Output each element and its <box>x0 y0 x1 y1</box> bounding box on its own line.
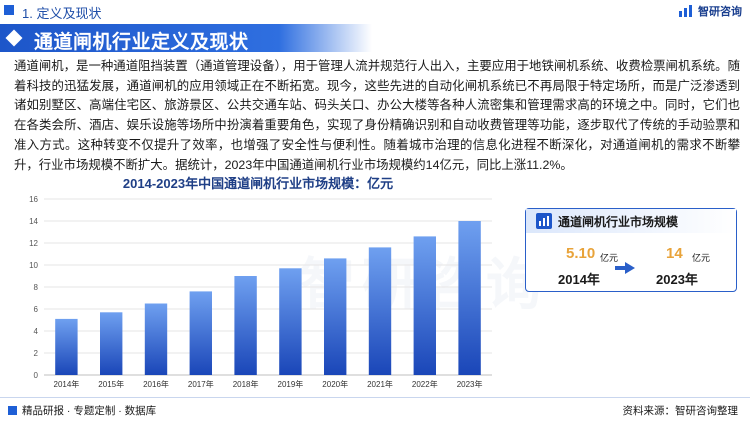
bar <box>100 312 123 375</box>
logo-bars-icon <box>679 5 695 17</box>
end-value: 14 <box>666 245 683 262</box>
bar <box>324 258 347 375</box>
y-tick-label: 12 <box>29 239 38 248</box>
summary-card-header: 通道闸机行业市场规模 <box>526 209 736 233</box>
bar <box>189 291 212 375</box>
start-year: 2014年 <box>558 272 600 287</box>
y-tick-label: 14 <box>29 217 38 226</box>
y-tick-label: 6 <box>34 305 39 314</box>
section-label: 1. 定义及现状 <box>22 6 102 21</box>
bar <box>458 221 481 375</box>
y-tick-label: 0 <box>34 371 39 380</box>
footer-tagline: 精品研报 · 专题定制 · 数据库 <box>22 405 157 417</box>
end-year: 2023年 <box>656 272 698 287</box>
x-tick-label: 2018年 <box>233 379 259 389</box>
x-tick-label: 2015年 <box>98 379 124 389</box>
market-size-chart: 2014-2023年中国通道闸机行业市场规模：亿元 0 2 4 6 8 10 12 14 16 2… <box>14 171 502 397</box>
bar <box>279 268 302 375</box>
chart-title: 2014-2023年中国通道闸机行业市场规模：亿元 <box>122 176 394 191</box>
y-tick-label: 4 <box>34 327 39 336</box>
summary-card-title: 通道闸机行业市场规模 <box>558 215 679 229</box>
start-value: 5.10 <box>566 245 596 262</box>
page-title: 通道闸机行业定义及现状 <box>34 32 249 53</box>
top-bar: 1. 定义及现状 智研咨询 <box>0 0 750 22</box>
page-title-banner: 通道闸机行业定义及现状 <box>0 24 372 53</box>
source-note: 资料来源：智研咨询整理 <box>622 405 739 417</box>
y-tick-label: 10 <box>29 261 38 270</box>
bar-chart-icon <box>536 213 552 229</box>
y-tick-label: 2 <box>34 349 39 358</box>
section-marker-icon <box>4 5 14 15</box>
bar <box>144 303 168 375</box>
diamond-icon <box>5 29 23 47</box>
bar <box>413 236 436 375</box>
intro-paragraph: 通道闸机，是一种通道阻挡装置（通道管理设备），用于管理人流并规范行人出入，主要应… <box>14 59 740 172</box>
footer-marker-icon <box>8 406 17 415</box>
market-size-summary-card: 通道闸机行业市场规模 5.10 亿元 2014年 14 亿元 2023年 <box>525 208 737 292</box>
brand-logo: 智研咨询 <box>679 3 742 19</box>
end-unit: 亿元 <box>692 253 711 263</box>
x-tick-label: 2021年 <box>367 379 393 389</box>
start-unit: 亿元 <box>600 253 619 263</box>
x-tick-label: 2019年 <box>278 379 304 389</box>
y-tick-label: 16 <box>29 195 38 204</box>
x-tick-label: 2022年 <box>412 379 438 389</box>
bar <box>368 247 392 375</box>
x-tick-label: 2014年 <box>54 379 80 389</box>
x-tick-label: 2017年 <box>188 379 214 389</box>
arrow-right-icon <box>625 262 635 274</box>
bar <box>55 318 78 375</box>
footer: 精品研报 · 专题定制 · 数据库 资料来源：智研咨询整理 <box>0 397 750 421</box>
bar <box>234 276 257 375</box>
x-tick-label: 2023年 <box>457 379 483 389</box>
y-tick-label: 8 <box>34 283 39 292</box>
x-tick-label: 2020年 <box>322 379 348 389</box>
logo-text: 智研咨询 <box>698 6 742 18</box>
footer-divider <box>0 397 750 398</box>
x-tick-label: 2016年 <box>143 379 169 389</box>
arrow-shaft <box>615 266 626 270</box>
chart-plot: 0 2 4 6 8 10 12 14 16 2014年 2015年 2016年 2017年 2018年 20… <box>29 195 492 389</box>
